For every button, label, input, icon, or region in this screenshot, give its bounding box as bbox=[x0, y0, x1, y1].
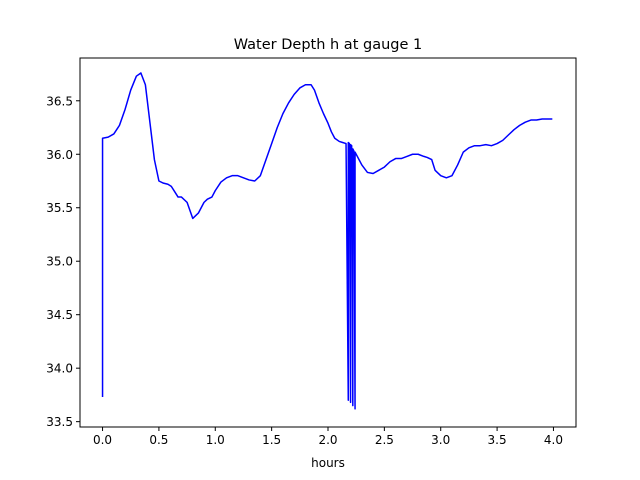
x-tick-label: 3.5 bbox=[488, 433, 507, 447]
x-tick-label: 0.0 bbox=[93, 433, 112, 447]
x-tick-label: 1.0 bbox=[206, 433, 225, 447]
x-tick-label: 3.0 bbox=[431, 433, 450, 447]
y-tick-label: 34.5 bbox=[46, 308, 73, 322]
y-tick-label: 33.5 bbox=[46, 415, 73, 429]
y-tick-label: 35.5 bbox=[46, 201, 73, 215]
x-tick-label: 1.5 bbox=[262, 433, 281, 447]
x-tick-label: 2.5 bbox=[375, 433, 394, 447]
x-axis-label: hours bbox=[311, 456, 345, 470]
chart-title: Water Depth h at gauge 1 bbox=[234, 37, 422, 53]
y-tick-label: 34.0 bbox=[46, 362, 73, 376]
x-tick-label: 2.0 bbox=[318, 433, 337, 447]
series-layer bbox=[101, 72, 553, 410]
x-axis-ticks: 0.0 0.5 1.0 1.5 2.0 2.5 3.0 3.5 4.0 bbox=[93, 427, 563, 447]
y-tick-label: 36.5 bbox=[46, 94, 73, 108]
series-line-1 bbox=[101, 72, 553, 410]
y-axis-ticks: 33.5 34.0 34.5 35.0 35.5 36.0 36.5 bbox=[46, 94, 80, 429]
plot-area-frame bbox=[79, 57, 577, 428]
x-tick-label: 4.0 bbox=[544, 433, 563, 447]
y-tick-label: 35.0 bbox=[46, 255, 73, 269]
y-tick-label: 36.0 bbox=[46, 148, 73, 162]
x-tick-label: 0.5 bbox=[149, 433, 168, 447]
